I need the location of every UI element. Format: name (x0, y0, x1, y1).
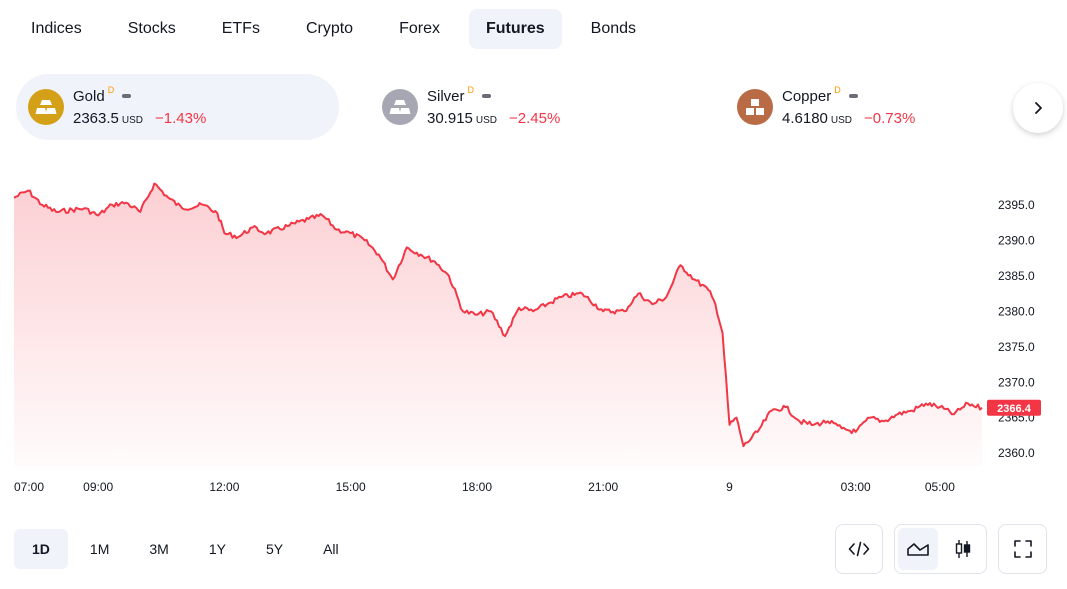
y-tick-label: 2390.0 (998, 233, 1035, 247)
y-tick-label: 2370.0 (998, 375, 1035, 389)
y-tick-label: 2375.0 (998, 340, 1035, 354)
symbol-currency: USD (475, 114, 498, 126)
symbol-price: 4.6180 (782, 109, 828, 127)
candles-style-button[interactable] (944, 528, 984, 570)
area-chart-icon (906, 543, 929, 556)
chevron-right-icon (1035, 102, 1042, 114)
symbol-name: Silver (427, 87, 465, 105)
last-price-badge (987, 399, 1041, 416)
x-tick-label: 9 (726, 480, 733, 494)
symbol-change: −1.43% (155, 109, 207, 127)
tab-crypto[interactable]: Crypto (305, 20, 354, 37)
symbol-name: Copper (782, 87, 832, 105)
symbol-name: Gold (73, 87, 105, 105)
x-tick-label: 03:00 (841, 480, 871, 494)
symbol-card-copper[interactable]: Copper D 4.6180 USD −0.73% (725, 74, 1048, 140)
x-tick-label: 05:00 (925, 480, 955, 494)
range-all[interactable]: All (323, 541, 339, 557)
tab-etfs[interactable]: ETFs (221, 20, 260, 37)
tab-forex[interactable]: Forex (399, 20, 440, 37)
x-tick-label: 21:00 (588, 480, 618, 494)
price-line (13, 182, 983, 448)
x-tick-label: 07:00 (14, 480, 44, 494)
symbol-currency: USD (121, 114, 144, 126)
range-5y[interactable]: 5Y (265, 541, 284, 557)
range-1m[interactable]: 1M (89, 541, 110, 557)
range-3m[interactable]: 3M (149, 541, 169, 557)
symbol-currency: USD (830, 114, 853, 126)
copper-blocks-icon (737, 89, 773, 125)
symbol-price: 30.915 (427, 109, 473, 127)
tab-indices[interactable]: Indices (31, 20, 82, 37)
fullscreen-icon (1013, 540, 1032, 558)
candlestick-icon (956, 540, 971, 558)
range-selector: 1D 1M 3M 1Y 5Y All (14, 529, 361, 569)
symbol-change: −2.45% (509, 109, 561, 127)
symbol-change: −0.73% (864, 109, 916, 127)
y-tick-label: 2360.0 (998, 446, 1035, 460)
market-status-dash (122, 94, 132, 98)
x-tick-label: 15:00 (336, 480, 366, 494)
x-tick-label: 18:00 (462, 480, 492, 494)
x-tick-label: 12:00 (209, 480, 239, 494)
code-brackets-icon (848, 541, 870, 557)
chart-style-toggle (894, 524, 987, 574)
delayed-data-mark: D (467, 85, 475, 95)
price-chart[interactable]: 2360.02365.02370.02375.02380.02385.02390… (0, 170, 1067, 500)
market-status-dash (848, 94, 858, 98)
market-status-dash (482, 94, 492, 98)
y-tick-label: 2380.0 (998, 304, 1035, 318)
gold-bars-icon (28, 89, 64, 125)
next-symbols-button[interactable] (1013, 83, 1063, 133)
symbol-card-silver[interactable]: Silver D 30.915 USD −2.45% (370, 74, 693, 140)
fullscreen-button[interactable] (998, 524, 1047, 574)
tab-stocks[interactable]: Stocks (127, 20, 176, 37)
area-style-button[interactable] (898, 528, 938, 570)
silver-bars-icon (382, 89, 418, 125)
range-1y[interactable]: 1Y (208, 541, 226, 557)
y-tick-label: 2395.0 (998, 198, 1035, 212)
x-tick-label: 09:00 (83, 480, 113, 494)
y-tick-label: 2385.0 (998, 269, 1035, 283)
last-price-label: 2366.4 (997, 403, 1032, 415)
embed-button[interactable] (835, 524, 883, 574)
symbol-card-gold[interactable]: Gold D 2363.5 USD −1.43% (16, 74, 339, 140)
tab-futures[interactable]: Futures (468, 9, 562, 49)
symbol-price: 2363.5 (73, 109, 119, 127)
category-tabs: Indices Stocks ETFs Crypto Forex Futures… (14, 9, 665, 49)
tab-bonds[interactable]: Bonds (590, 20, 637, 37)
delayed-data-mark: D (107, 85, 115, 95)
range-1d[interactable]: 1D (14, 529, 68, 569)
delayed-data-mark: D (834, 85, 841, 95)
